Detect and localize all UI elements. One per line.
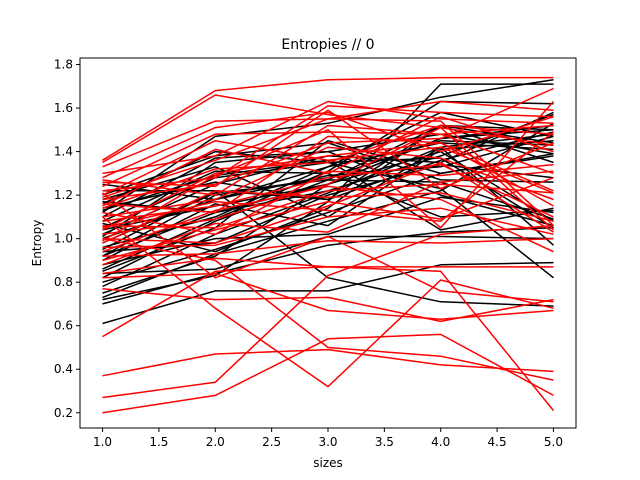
y-tick-label: 1.4 <box>54 145 73 159</box>
series-line-red-20 <box>102 185 554 253</box>
series-line-black-32 <box>102 122 554 299</box>
y-tick-label: 1.8 <box>54 58 73 72</box>
series-line-red-8 <box>102 87 554 201</box>
series-lines <box>102 76 555 414</box>
series-line-black-0 <box>102 261 554 325</box>
series-line-red-28 <box>102 333 554 414</box>
y-tick-label: 0.8 <box>54 275 73 289</box>
series-line-red-18 <box>102 190 554 244</box>
x-axis-title: sizes <box>313 456 343 470</box>
x-tick-label: 4.5 <box>488 435 507 449</box>
series-line-red-21 <box>102 237 554 257</box>
y-tick-label: 0.6 <box>54 319 73 333</box>
y-tick-label: 1.2 <box>54 188 73 202</box>
chart-title: Entropies // 0 <box>281 37 374 53</box>
x-tick-label: 2.0 <box>206 435 225 449</box>
series-line-red-3 <box>102 100 554 175</box>
series-line-red-30 <box>102 192 554 303</box>
series-line-red-36 <box>102 170 554 266</box>
y-tick-label: 1.6 <box>54 101 73 115</box>
series-line-red-1 <box>102 94 554 164</box>
series-line-red-33 <box>102 109 554 190</box>
series-line-red-39 <box>102 118 555 227</box>
series-line-red-15 <box>102 142 554 231</box>
y-tick-label: 0.2 <box>54 406 73 420</box>
series-line-red-14 <box>102 183 554 229</box>
y-axis-ticks: 0.2 0.4 0.6 0.8 1.0 1.2 1.4 1.6 1.8 <box>54 58 80 420</box>
series-line-red-37 <box>102 111 554 179</box>
x-tick-label: 3.5 <box>375 435 394 449</box>
x-tick-label: 2.5 <box>262 435 281 449</box>
series-line-red-24 <box>102 287 554 323</box>
series-line-red-34 <box>102 116 554 207</box>
x-axis-ticks: 1.0 1.5 2.0 2.5 3.0 3.5 4.0 4.5 5.0 <box>93 428 563 449</box>
series-line-red-38 <box>102 101 555 242</box>
series-line-red-0 <box>102 76 554 161</box>
x-tick-label: 3.0 <box>318 435 337 449</box>
x-tick-label: 1.5 <box>149 435 168 449</box>
series-line-red-12 <box>102 146 554 218</box>
series-line-black-26 <box>102 190 554 307</box>
series-line-red-5 <box>102 131 554 188</box>
x-tick-label: 4.0 <box>431 435 450 449</box>
x-tick-label: 5.0 <box>544 435 563 449</box>
series-line-red-22 <box>102 176 554 262</box>
y-tick-label: 0.4 <box>54 362 73 376</box>
series-line-red-27 <box>102 224 554 399</box>
series-line-red-26 <box>102 348 554 377</box>
series-line-red-35 <box>102 131 554 229</box>
y-tick-label: 1.0 <box>54 232 73 246</box>
series-line-red-25 <box>102 266 555 412</box>
series-line-red-29 <box>102 272 554 320</box>
x-tick-label: 1.0 <box>93 435 112 449</box>
y-axis-title: Entropy <box>30 220 44 267</box>
series-line-red-31 <box>102 216 554 388</box>
series-line-red-32 <box>102 237 554 381</box>
